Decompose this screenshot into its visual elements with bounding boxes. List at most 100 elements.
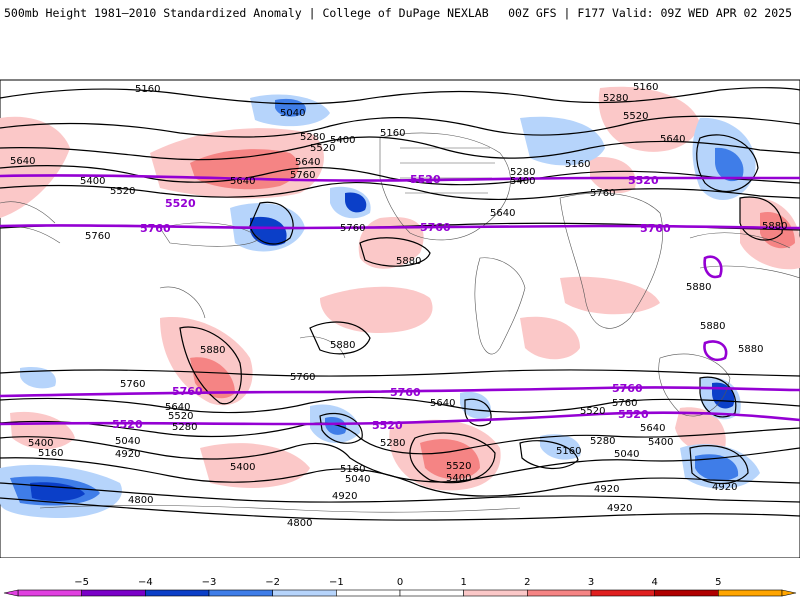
colorbar-tick-label: 4: [651, 577, 657, 588]
colorbar-swatch: [654, 589, 719, 597]
colorbar-tick-label: −2: [265, 577, 280, 588]
highlight-label-5760-f: 5760: [612, 382, 643, 395]
contour-label-5400-s3: 5400: [446, 473, 471, 484]
contour-label-5640-pac: 5640: [230, 176, 255, 187]
highlight-label-5520-b: 5520: [410, 173, 441, 186]
colorbar-swatch: [17, 589, 82, 597]
colorbar-swatch: [527, 589, 592, 597]
contour-label-5400-s4: 5400: [648, 437, 673, 448]
world-map: 5160 5040 5280 5400 5520 5640 5760 5640 …: [0, 79, 800, 558]
contour-label-5760-s2: 5760: [290, 372, 315, 383]
contour-label-5640-left: 5640: [10, 156, 35, 167]
highlight-label-5760-c: 5760: [640, 222, 671, 235]
contour-label-5400-s1: 5400: [28, 438, 53, 449]
colorbar-swatches: [3, 589, 797, 597]
contour-label-5760: 5760: [290, 170, 315, 181]
model-run-info: 00Z GFS | F177 Valid: 09Z WED APR 02 202…: [508, 6, 792, 20]
contour-label-5400-na: 5400: [510, 176, 535, 187]
contour-label-5160-eu: 5160: [633, 82, 658, 93]
height-contours: [0, 87, 800, 521]
contour-label-5640-eu: 5640: [660, 134, 685, 145]
contour-label-5280: 5280: [300, 132, 325, 143]
contour-label-4920-s1: 4920: [115, 449, 140, 460]
contour-label-4920-s6: 4920: [712, 482, 737, 493]
contour-label-5880-io: 5880: [700, 321, 725, 332]
contour-label-5760-left: 5760: [85, 231, 110, 242]
positive-anomaly-shading: [0, 86, 800, 491]
colorbar-swatch: [208, 589, 273, 597]
contour-label-5160-s2: 5160: [340, 464, 365, 475]
contour-label-5040-s1: 5040: [115, 436, 140, 447]
highlight-labels: 5520 5520 5520 5760 5760 5760 5760 5760 …: [112, 173, 671, 432]
colorbar-swatch: [145, 589, 210, 597]
contour-label-5640-s2: 5640: [430, 398, 455, 409]
contour-label-5520-s3: 5520: [446, 461, 471, 472]
contour-label-5400-left: 5400: [80, 176, 105, 187]
contour-label-5520-s4: 5520: [580, 406, 605, 417]
contour-label-5640-s1: 5640: [165, 402, 190, 413]
contour-label-4920-s4: 4920: [594, 484, 619, 495]
contour-label-5520: 5520: [310, 143, 335, 154]
contour-label-5880-io2: 5880: [738, 344, 763, 355]
colorbar-tick-label: 0: [397, 577, 403, 588]
contour-label-5160-s4: 5160: [556, 446, 581, 457]
contour-label-5640-na: 5640: [490, 208, 515, 219]
anomaly-colorbar: −5 −4 −3 −2 −1 0 1 2 3 4 5: [3, 577, 797, 597]
colorbar-tick-label: −3: [202, 577, 217, 588]
contour-label-5160-atl: 5160: [565, 159, 590, 170]
map-title: 500mb Height 1981–2010 Standardized Anom…: [4, 6, 489, 20]
contour-label-5640-s4: 5640: [640, 423, 665, 434]
contour-label-5040-s2: 5040: [345, 474, 370, 485]
colorbar-ticks: −5 −4 −3 −2 −1 0 1 2 3 4 5: [74, 577, 721, 588]
colorbar-left-arrow: [3, 589, 19, 597]
colorbar-tick-label: 1: [460, 577, 466, 588]
contour-label-5880-asia: 5880: [762, 221, 787, 232]
contour-label-5280-s4: 5280: [590, 436, 615, 447]
contour-label-4800-s2: 4800: [287, 518, 312, 529]
contour-label-5160-s1: 5160: [38, 448, 63, 459]
negative-anomaly-shading: [0, 94, 760, 518]
highlight-label-5520-f: 5520: [618, 408, 649, 421]
contour-label-5280-s1: 5280: [172, 422, 197, 433]
colorbar-tick-label: 3: [588, 577, 594, 588]
contour-label-5880-sp: 5880: [330, 340, 355, 351]
colorbar-swatch: [399, 589, 464, 597]
colorbar-tick-label: −1: [329, 577, 344, 588]
contour-label-5760-na: 5760: [340, 223, 365, 234]
contour-label-5760-s1: 5760: [120, 379, 145, 390]
contour-label-5520-left: 5520: [110, 186, 135, 197]
contour-label-5400-s2: 5400: [230, 462, 255, 473]
contour-label-4800-s1: 4800: [128, 495, 153, 506]
contour-label-5760-s4: 5760: [612, 398, 637, 409]
colorbar-swatch: [272, 589, 337, 597]
colorbar-right-arrow: [781, 589, 797, 597]
colorbar-swatch: [718, 589, 783, 597]
highlight-label-5760-b: 5760: [420, 221, 451, 234]
highlight-label-5760-e: 5760: [390, 386, 421, 399]
highlight-label-5520-c: 5520: [628, 174, 659, 187]
highlight-contours: [0, 174, 800, 426]
colorbar-swatch: [81, 589, 146, 597]
contour-label-5280-na: 5280: [510, 167, 535, 178]
highlight-label-5520-a: 5520: [165, 197, 196, 210]
contour-label-5880-sa: 5880: [200, 345, 225, 356]
contour-label-5280-s2: 5280: [380, 438, 405, 449]
contour-label-5520-s1: 5520: [168, 411, 193, 422]
highlight-label-5520-e: 5520: [372, 419, 403, 432]
colorbar-tick-label: 2: [524, 577, 530, 588]
contour-label-5040-s4: 5040: [614, 449, 639, 460]
contour-label-5400: 5400: [330, 135, 355, 146]
contour-label-5880-af: 5880: [686, 282, 711, 293]
highlight-label-5760-d: 5760: [172, 385, 203, 398]
colorbar-tick-label: −4: [138, 577, 153, 588]
highlight-label-5520-d: 5520: [112, 418, 143, 431]
contour-label-5040: 5040: [280, 108, 305, 119]
contour-label-5520-eu: 5520: [623, 111, 648, 122]
contour-label-5280-eu: 5280: [603, 93, 628, 104]
contour-label-5160-na: 5160: [380, 128, 405, 139]
colorbar-tick-label: −5: [74, 577, 89, 588]
colorbar-swatch: [463, 589, 528, 597]
contour-label-5160: 5160: [135, 84, 160, 95]
contour-label-5760-eu: 5760: [590, 188, 615, 199]
contour-label-5640: 5640: [295, 157, 320, 168]
